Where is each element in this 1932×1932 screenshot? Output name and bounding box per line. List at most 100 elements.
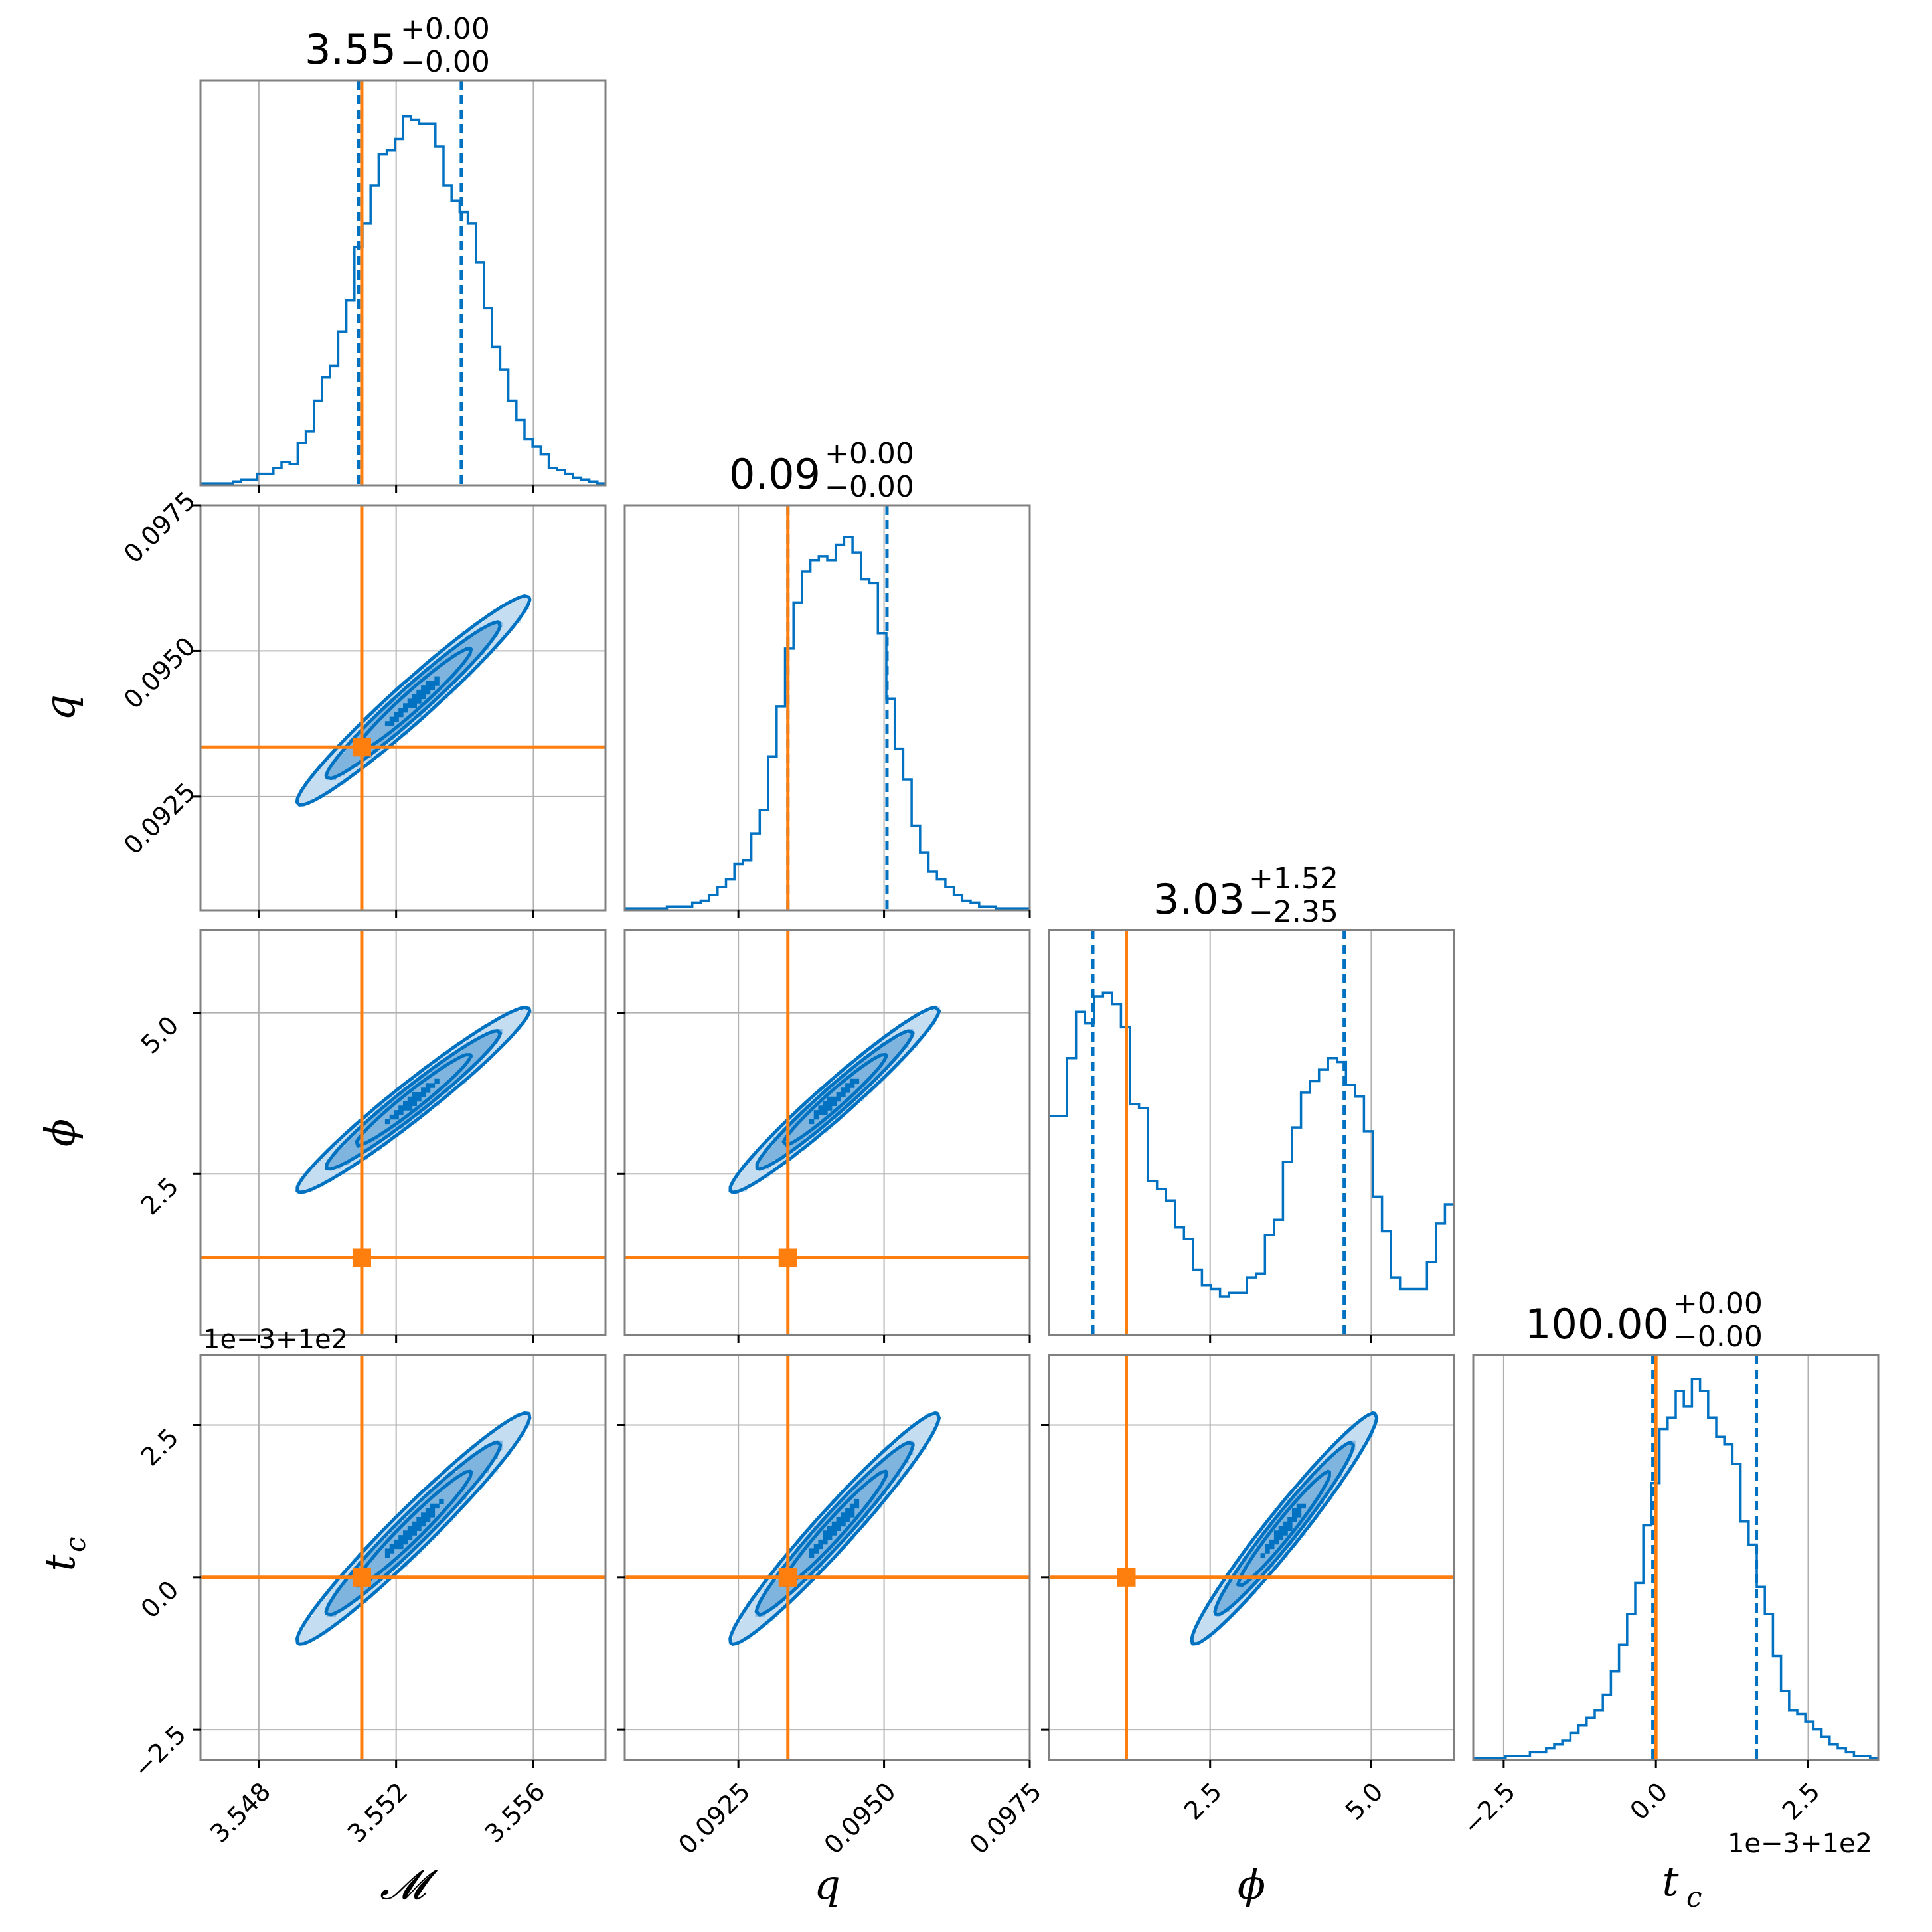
contour-fill-core xyxy=(384,1498,444,1558)
x-tick-label: 3.548 xyxy=(204,1777,276,1848)
x-tick-label: 0.0975 xyxy=(964,1777,1047,1860)
x-tick-label: 2.5 xyxy=(1178,1777,1228,1826)
panel-phi-q xyxy=(617,929,1031,1343)
y-tick-label: 2.5 xyxy=(135,1423,185,1472)
title-value: 3.55 xyxy=(305,25,396,74)
title-value: 3.03 xyxy=(1153,875,1245,924)
contour-fill-core xyxy=(384,1078,440,1125)
contour-line-inner xyxy=(1236,1469,1331,1587)
offset-text-tc-y: 1e−3+1e2 xyxy=(203,1325,348,1355)
panel-plot-area xyxy=(201,80,605,485)
contour-fill-core xyxy=(809,1078,860,1125)
panel-frame xyxy=(199,504,607,912)
panel-plot-area xyxy=(201,1355,605,1760)
histogram-line xyxy=(1049,991,1454,1335)
panel-frame xyxy=(199,79,607,487)
x-tick-label: 3.556 xyxy=(479,1777,551,1848)
x-tick-label: −2.5 xyxy=(1457,1777,1521,1840)
title-minus: −0.00 xyxy=(400,45,490,79)
truth-marker xyxy=(352,738,371,757)
truth-marker xyxy=(352,1248,371,1267)
offset-text-tc-x: 1e−3+1e2 xyxy=(1728,1828,1872,1859)
histogram-line xyxy=(201,114,605,485)
title-tc: 100.00 +0.00−0.00 xyxy=(1525,1287,1763,1354)
contour-fill-core xyxy=(1260,1503,1306,1558)
title-minus: −0.00 xyxy=(825,470,914,504)
x-axis-label-phi: ϕ xyxy=(1238,1860,1265,1909)
title-minus: −2.35 xyxy=(1249,895,1338,929)
y-axis-label-tc: tc xyxy=(36,1536,92,1571)
title-plus: +0.00 xyxy=(1673,1287,1763,1321)
contour-line-outer xyxy=(295,1005,532,1194)
histogram-line xyxy=(625,536,1030,910)
panel-tc-M: 3.548 3.552 3.556 −2.5 0.0 2.5 xyxy=(127,1354,607,1848)
panel-phi-M: 2.5 5.0 xyxy=(135,929,607,1343)
contour-fill-core xyxy=(809,1498,860,1558)
panel-plot-area xyxy=(1049,1355,1454,1760)
x-axis-label-M: 𝓜 xyxy=(380,1860,438,1909)
title-plus: +1.52 xyxy=(1249,862,1338,896)
contour-line-outer xyxy=(728,1411,941,1646)
panel-frame xyxy=(623,504,1031,912)
y-axis-label-sub: c xyxy=(59,1536,92,1552)
truth-marker xyxy=(778,1248,797,1267)
x-axis-label-sub: c xyxy=(1686,1881,1702,1913)
panel-plot-area xyxy=(201,930,605,1335)
panel-plot-area xyxy=(625,930,1030,1335)
x-tick-label: 5.0 xyxy=(1340,1777,1389,1826)
panel-phi-phi xyxy=(1048,929,1455,1343)
panel-plot-area xyxy=(201,505,605,910)
y-axis-label-phi: ϕ xyxy=(36,1119,84,1147)
panel-plot-area xyxy=(1473,1355,1878,1760)
panel-M-M xyxy=(199,79,607,493)
title-M: 3.55 +0.00−0.00 xyxy=(305,12,490,79)
contour-line-outer xyxy=(295,1411,532,1646)
panel-frame xyxy=(1472,1354,1880,1761)
contour-line-outer xyxy=(295,594,532,807)
histogram-line xyxy=(1473,1378,1878,1760)
x-axis-label-t: t xyxy=(1662,1857,1679,1905)
y-tick-label: 2.5 xyxy=(135,1172,185,1221)
panel-plot-area xyxy=(625,505,1030,910)
y-tick-label: 0.0 xyxy=(135,1575,185,1624)
panel-q-M: 0.0925 0.0950 0.0975 xyxy=(118,486,607,918)
y-tick-label: 0.0950 xyxy=(118,631,201,714)
title-q: 0.09 +0.00−0.00 xyxy=(729,437,914,504)
y-axis-label-q: q xyxy=(36,694,84,721)
title-phi: 3.03 +1.52−2.35 xyxy=(1153,862,1338,929)
panel-frame xyxy=(623,1354,1031,1761)
panel-frame xyxy=(199,929,607,1336)
panel-tc-q: 0.0925 0.0950 0.0975 xyxy=(617,1354,1047,1860)
contour-line-outer xyxy=(728,1005,941,1194)
y-tick-label: 0.0925 xyxy=(118,777,201,860)
truth-marker xyxy=(352,1568,371,1587)
x-tick-label: 0.0950 xyxy=(819,1777,902,1860)
title-value: 0.09 xyxy=(729,450,821,499)
x-tick-label: 3.552 xyxy=(342,1777,414,1848)
panel-plot-area xyxy=(1049,930,1454,1335)
x-tick-label: 0.0 xyxy=(1625,1777,1674,1826)
truth-marker xyxy=(778,1568,797,1587)
contour-line-outer xyxy=(1190,1411,1379,1646)
contour-fill-core xyxy=(384,676,440,726)
x-axis-label-q: q xyxy=(814,1860,841,1909)
panel-frame xyxy=(199,1354,607,1761)
title-plus: +0.00 xyxy=(400,12,490,46)
panel-tc-tc: −2.5 0.0 2.5 xyxy=(1457,1354,1880,1840)
y-tick-label: −2.5 xyxy=(127,1720,191,1783)
x-tick-label: 2.5 xyxy=(1777,1777,1826,1826)
panel-q-q xyxy=(623,504,1031,918)
y-axis-label-t: t xyxy=(36,1554,84,1571)
x-tick-label: 0.0925 xyxy=(673,1777,756,1860)
panel-tc-phi: 2.5 5.0 xyxy=(1041,1354,1455,1826)
panel-frame xyxy=(1048,1354,1455,1761)
panel-frame xyxy=(1048,929,1455,1336)
title-value: 100.00 xyxy=(1525,1300,1669,1348)
y-tick-label: 5.0 xyxy=(135,1010,185,1060)
y-tick-label: 0.0975 xyxy=(118,486,201,569)
contour-line-middle xyxy=(324,620,502,780)
contour-line-inner xyxy=(355,1053,473,1148)
title-plus: +0.00 xyxy=(825,437,914,471)
